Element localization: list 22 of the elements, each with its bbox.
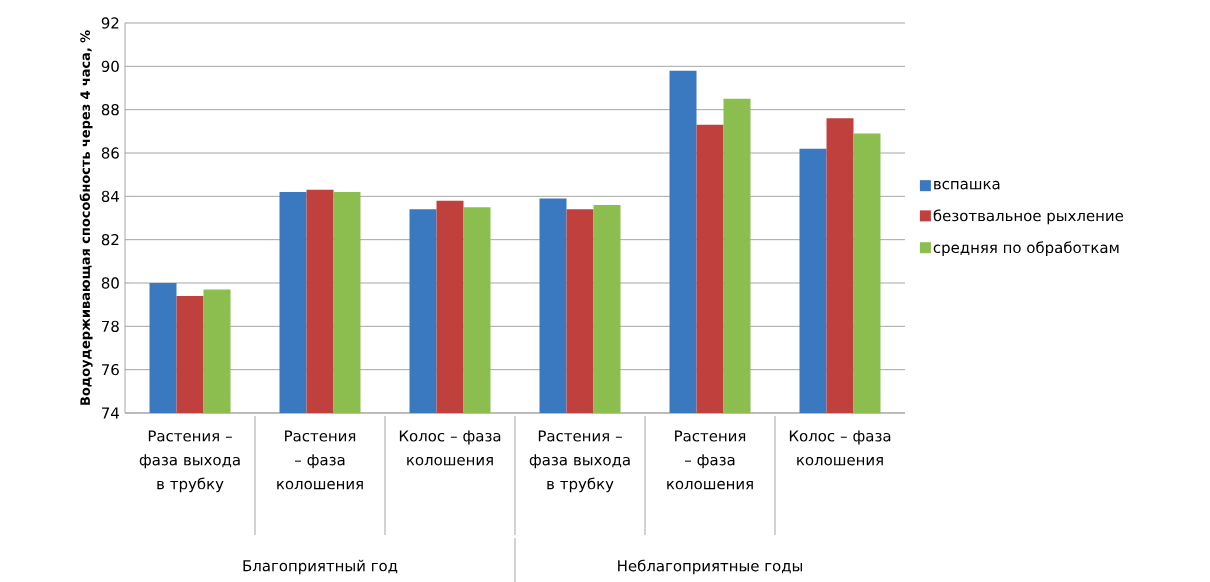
y-tick-label: 82 (101, 234, 119, 246)
y-tick-label: 78 (102, 320, 119, 332)
y-tick-label: 84 (101, 190, 119, 202)
legend-label: вспашка (934, 180, 1000, 190)
y-tick-label: 86 (101, 147, 119, 159)
y-tick-label: 76 (102, 364, 119, 376)
x-tick-label: Колос – фаза колошения (399, 430, 501, 466)
text: Неблагоприятные годы (618, 559, 803, 575)
legend-label: безотвальное рыхление (933, 209, 1124, 225)
y-axis-title: Водоудерживающая способность через 4 часа, % (79, 30, 93, 405)
y-tick-label: 74 (102, 407, 119, 419)
x-tick-label: Растения – фаза выхода в трубку (529, 430, 630, 493)
legend-label: средняя по обработкам (933, 241, 1119, 257)
text: Благоприятный год (243, 559, 398, 575)
x-tick-label: Растения – фаза выхода в трубку (139, 430, 240, 493)
y-tick-label: 88 (101, 104, 119, 116)
y-tick-label: 80 (101, 277, 119, 289)
y-tick-label: 92 (101, 17, 119, 29)
x-tick-label: Колос – фаза колошения (789, 430, 891, 466)
x-tick-label: Растения – фаза колошения (667, 430, 753, 490)
y-tick-label: 90 (101, 60, 119, 72)
x-tick-label: Растения – фаза колошения (277, 430, 363, 490)
